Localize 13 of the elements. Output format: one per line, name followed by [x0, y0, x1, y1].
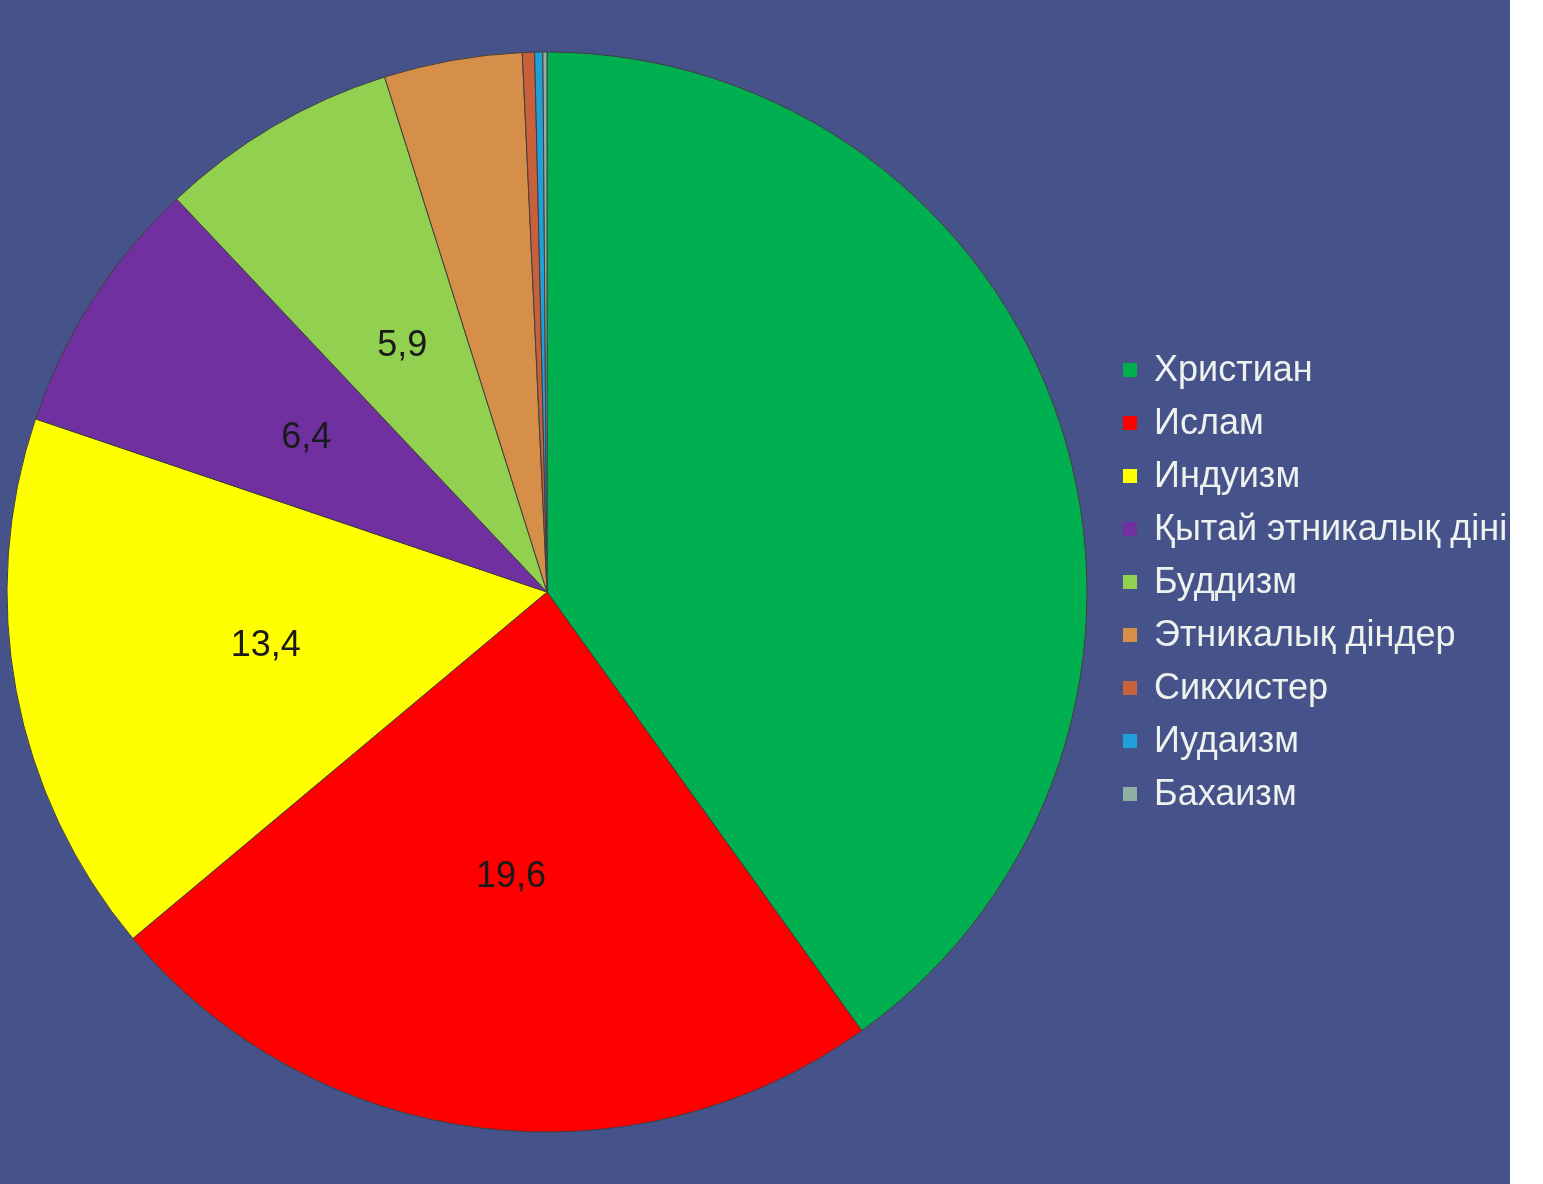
data-label: 5,9 [377, 323, 428, 365]
legend-label: Иудаизм [1154, 719, 1300, 760]
legend-label: Индуизм [1154, 454, 1301, 495]
legend-label: Этникалық діндер [1154, 613, 1456, 654]
legend-label: Бахаизм [1154, 772, 1297, 813]
legend-label: Ислам [1154, 401, 1264, 442]
data-label: 6,4 [281, 415, 332, 457]
legend-label: Сикхистер [1154, 666, 1329, 707]
legend-label: Христиан [1154, 348, 1313, 389]
legend-label: Қытай этникалық діні [1154, 507, 1508, 548]
legend-label: Буддизм [1154, 560, 1298, 601]
data-label: 19,6 [476, 853, 547, 895]
data-label: 13,4 [230, 622, 301, 664]
